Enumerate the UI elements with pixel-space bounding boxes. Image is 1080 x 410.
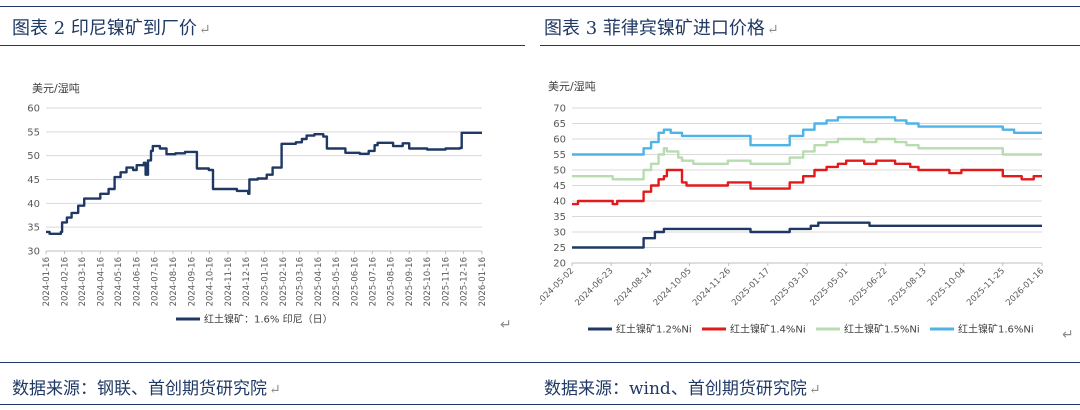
x-tick-label: 2024-06-23 [573, 266, 615, 308]
right-y-unit: 美元/湿吨 [548, 80, 596, 93]
left-source-note: 数据来源：钢联、首创期货研究院 ↵ [12, 374, 281, 399]
left-caption-text: 图表 2 印尼镍矿到厂价 [12, 18, 197, 39]
x-tick-label: 2025-01-16 [260, 257, 270, 306]
x-tick-label: 2026-01-16 [1004, 266, 1046, 308]
x-tick-label: 2025-12-16 [460, 257, 470, 306]
series-line [572, 116, 1042, 156]
x-tick-label: 2025-09-16 [405, 257, 415, 306]
x-tick-label: 2024-11-16 [224, 257, 234, 306]
bottom-rule [0, 404, 1080, 405]
x-tick-label: 2024-03-16 [78, 257, 88, 306]
top-rule [0, 6, 1080, 7]
left-chart-caption: 图表 2 印尼镍矿到厂价 ↵ [12, 14, 211, 40]
legend-label: 红土镍矿：1.6% 印尼（日） [204, 313, 333, 326]
left-chart: 30 35 40 45 50 55 60 2024-01-16 2024-02-16 2024-0… [27, 104, 488, 326]
y-tick-label: 20 [553, 259, 566, 270]
right-source-note: 数据来源：wind、首创期货研究院 ↵ [544, 374, 821, 399]
right-source-text: 数据来源：wind、首创期货研究院 [544, 379, 807, 399]
paragraph-mark-icon: ↵ [766, 22, 779, 38]
y-tick-label: 65 [553, 119, 566, 130]
y-tick-label: 40 [553, 197, 566, 208]
paragraph-mark-icon: ↵ [269, 382, 281, 398]
y-tick-label: 50 [553, 166, 566, 177]
x-tick-label: 2025-08-16 [387, 257, 397, 306]
series-line [46, 131, 482, 235]
y-tick-label: 55 [27, 127, 40, 138]
x-tick-label: 2025-05-16 [332, 257, 342, 306]
legend-label: 红土镍矿1.5%Ni [844, 323, 920, 336]
right-chart-caption: 图表 3 菲律宾镍矿进口价格 ↵ [544, 14, 779, 40]
legend-label: 红土镍矿1.6%Ni [958, 323, 1034, 336]
x-tick-label: 2024-10-16 [205, 257, 215, 306]
left-return-mark-icon: ↵ [500, 317, 512, 333]
x-tick-label: 2025-04-16 [314, 257, 324, 306]
x-tick-label: 2025-10-16 [423, 257, 433, 306]
x-tick-label: 2025-10-04 [926, 266, 968, 308]
x-tick-label: 2024-08-14 [613, 266, 655, 308]
y-tick-label: 30 [27, 247, 40, 258]
x-tick-label: 2024-02-16 [60, 257, 70, 306]
x-tick-label: 2024-04-16 [96, 257, 106, 306]
x-tick-label: 2025-03-16 [295, 257, 305, 306]
x-tick-label: 2025-07-16 [368, 257, 378, 306]
x-tick-label: 2025-01-17 [730, 266, 772, 308]
x-tick-label: 2024-12-16 [242, 257, 252, 306]
x-tick-label: 2024-10-05 [652, 266, 694, 308]
y-tick-label: 35 [553, 212, 566, 223]
x-tick-label: 2024-07-16 [151, 257, 161, 306]
y-tick-label: 55 [553, 150, 566, 161]
left-source-text: 数据来源：钢联、首创期货研究院 [12, 379, 267, 399]
right-caption-text: 图表 3 菲律宾镍矿进口价格 [544, 18, 765, 39]
x-tick-label: 2025-06-22 [848, 266, 890, 308]
x-tick-label: 2025-02-16 [279, 257, 289, 306]
x-tick-label: 2025-11-16 [442, 257, 452, 306]
right-chart: 20 25 30 35 40 45 50 55 60 65 70 2024-05-022024-06-… [540, 104, 1046, 336]
y-tick-label: 30 [553, 228, 566, 239]
left-caption-rule [0, 45, 525, 46]
y-tick-label: 40 [27, 199, 40, 210]
x-tick-label: 2024-05-02 [540, 266, 576, 308]
x-tick-label: 2025-08-13 [887, 266, 929, 308]
y-tick-label: 45 [553, 181, 566, 192]
series-line [572, 159, 1042, 206]
x-tick-label: 2025-03-10 [769, 266, 811, 308]
paragraph-mark-icon: ↵ [198, 22, 211, 38]
x-tick-label: 2024-05-16 [114, 257, 124, 306]
x-tick-label: 2025-05-01 [808, 266, 850, 308]
y-tick-label: 70 [553, 104, 566, 115]
x-tick-label: 2024-06-16 [133, 257, 143, 306]
series-line [572, 221, 1042, 249]
x-tick-label: 2024-11-26 [691, 266, 733, 308]
x-tick-label: 2026-01-16 [478, 257, 488, 306]
y-tick-label: 50 [27, 151, 40, 162]
x-tick-label: 2025-06-16 [350, 257, 360, 306]
x-tick-label: 2024-08-16 [169, 257, 179, 306]
x-tick-label: 2024-09-16 [188, 257, 198, 306]
right-return-mark-icon: ↵ [1062, 327, 1074, 343]
legend-label: 红土镍矿1.2%Ni [616, 323, 692, 336]
y-tick-label: 45 [27, 175, 40, 186]
y-tick-label: 60 [27, 104, 40, 115]
y-tick-label: 35 [27, 223, 40, 234]
left-y-unit: 美元/湿吨 [32, 82, 80, 95]
legend-label: 红土镍矿1.4%Ni [730, 323, 806, 336]
source-top-rule [0, 362, 1080, 363]
y-tick-label: 25 [553, 243, 566, 254]
x-tick-label: 2024-01-16 [42, 257, 52, 306]
paragraph-mark-icon: ↵ [808, 382, 821, 398]
x-tick-label: 2025-11-25 [965, 266, 1007, 308]
right-caption-rule [540, 45, 1080, 46]
y-tick-label: 60 [553, 135, 566, 146]
series-line [572, 137, 1042, 181]
